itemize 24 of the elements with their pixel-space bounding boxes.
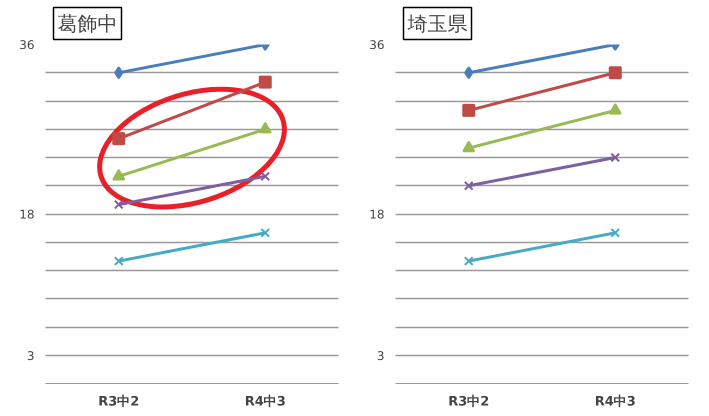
point: [114, 200, 124, 210]
point: [112, 132, 126, 146]
chart-title: 埼玉県: [406, 12, 468, 36]
y-tick-label: 3: [376, 348, 385, 363]
x-tick-label: R3中2: [98, 394, 140, 410]
point: [464, 256, 474, 266]
point: [260, 171, 270, 182]
x-tick-label: R4中3: [594, 394, 636, 410]
y-tick-label: 36: [369, 38, 385, 52]
point: [608, 66, 622, 80]
x-tick-label: R4中3: [244, 394, 286, 410]
point: [258, 76, 272, 89]
x-tick-label: R3中2: [448, 394, 490, 410]
point: [464, 180, 474, 191]
point: [260, 228, 270, 238]
point: [114, 256, 124, 266]
y-tick-label: 18: [369, 208, 385, 222]
y-tick-label: 18: [19, 208, 35, 222]
chart-title: 葛飾中: [58, 12, 118, 36]
point: [610, 228, 620, 238]
point: [462, 104, 476, 117]
point: [610, 152, 620, 162]
y-tick-label: 36: [19, 38, 35, 52]
y-tick-label: 3: [26, 348, 35, 363]
